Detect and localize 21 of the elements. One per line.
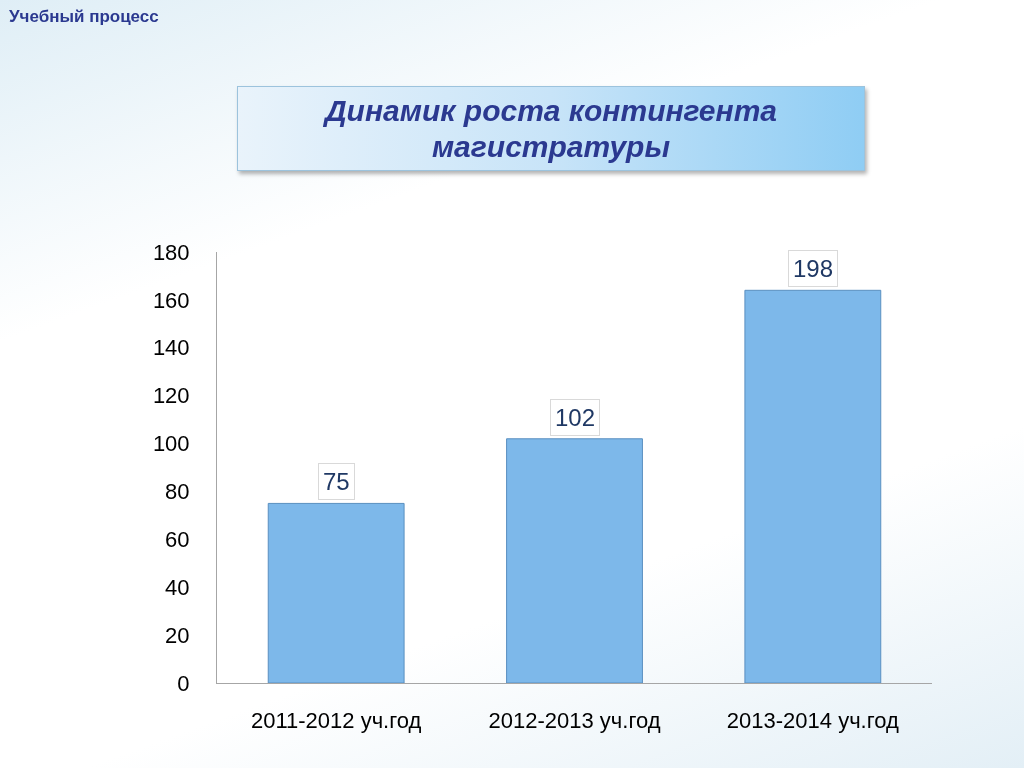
- x-tick-label: 2013-2014 уч.год: [726, 708, 899, 734]
- x-tick-label: 2011-2012 уч.год: [250, 708, 422, 734]
- chart-title: Динамик роста контингента магистратуры: [322, 92, 779, 165]
- bar: [267, 502, 405, 683]
- y-tick-label: 80: [165, 479, 190, 505]
- data-label: 102: [555, 404, 596, 431]
- bar: [506, 438, 643, 683]
- x-tick-label: 2012-2013 уч.год: [488, 708, 661, 734]
- y-tick-label: 120: [152, 383, 190, 409]
- y-tick-label: 40: [165, 574, 190, 600]
- bar: [744, 289, 882, 683]
- y-tick-label: 160: [152, 287, 190, 313]
- annotation: 198: [793, 255, 834, 282]
- data-label: 75: [323, 468, 350, 495]
- text: Учебный процесс: [9, 7, 159, 27]
- y-tick-label: 100: [152, 431, 190, 457]
- y-tick-label: 0: [177, 670, 190, 696]
- y-tick-label: 180: [152, 239, 190, 265]
- y-tick-label: 20: [165, 622, 190, 648]
- y-tick-label: 140: [152, 335, 190, 361]
- y-tick-label: 60: [165, 527, 190, 553]
